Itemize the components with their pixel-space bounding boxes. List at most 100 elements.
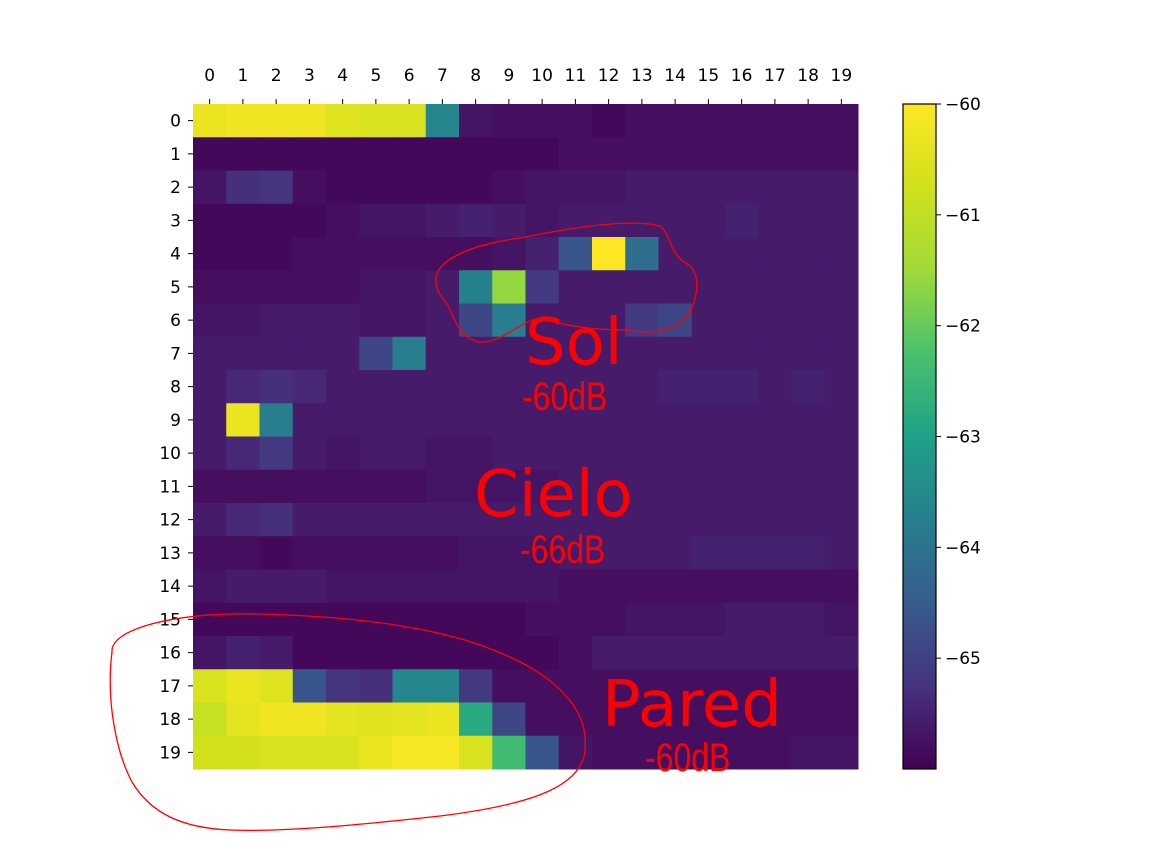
heatmap-cells (193, 104, 859, 770)
heatmap-cell (691, 702, 726, 737)
heatmap-cell (824, 702, 859, 737)
heatmap-cell (758, 104, 792, 138)
heatmap-cell (259, 503, 294, 537)
heatmap-cell (824, 203, 859, 238)
heatmap-cell (492, 170, 526, 205)
heatmap-cell (193, 170, 227, 205)
heatmap-cell (326, 170, 360, 205)
heatmap-cell (592, 669, 626, 703)
heatmap-cell (193, 536, 227, 570)
heatmap-cell (326, 735, 360, 770)
colorbar-gradient (902, 103, 937, 770)
heatmap-cell (492, 469, 526, 504)
heatmap-cell (459, 636, 493, 670)
heatmap-cell (226, 237, 260, 271)
colorbar-tick-label: −60 (945, 95, 981, 115)
heatmap-cell (525, 336, 560, 371)
heatmap-cell (492, 104, 526, 138)
heatmap-cell (725, 602, 759, 637)
heatmap-cell (525, 669, 560, 703)
heatmap-cell (791, 602, 826, 637)
heatmap-cell (425, 536, 460, 570)
y-tick-label: 8 (170, 378, 181, 398)
heatmap-cell (292, 170, 327, 205)
heatmap-cell (193, 702, 227, 737)
heatmap-cell (359, 303, 393, 338)
heatmap-cell (558, 303, 593, 338)
heatmap-cell (492, 270, 526, 304)
heatmap-cell (525, 203, 560, 238)
heatmap-cell (459, 237, 493, 271)
heatmap-cell (193, 669, 227, 703)
heatmap-cell (725, 569, 759, 604)
heatmap-cell (824, 303, 859, 338)
heatmap-cell (259, 536, 294, 570)
heatmap-cell (592, 170, 626, 205)
heatmap-cell (193, 403, 227, 437)
heatmap-cell (791, 569, 826, 604)
heatmap-cell (359, 602, 393, 637)
heatmap-cell (758, 303, 792, 338)
heatmap-cell (392, 137, 427, 171)
x-tick-label: 12 (598, 66, 620, 86)
annotation-cielo-label: Cielo (474, 458, 633, 532)
heatmap-cell (392, 270, 427, 304)
heatmap-cell (592, 702, 626, 737)
heatmap-cell (193, 104, 227, 138)
heatmap-cell (425, 436, 460, 471)
heatmap-cell (359, 203, 393, 238)
y-tick-label: 4 (170, 245, 181, 265)
heatmap-cell (725, 336, 759, 371)
heatmap-cell (425, 170, 460, 205)
heatmap-cell (791, 237, 826, 271)
heatmap-cell (326, 336, 360, 371)
heatmap-cell (791, 104, 826, 138)
heatmap-cell (459, 370, 493, 404)
x-tick-label: 6 (404, 66, 415, 86)
heatmap-cell (359, 469, 393, 504)
heatmap-cell (392, 370, 427, 404)
heatmap-cell (492, 602, 526, 637)
heatmap-cell (392, 237, 427, 271)
heatmap-cell (691, 436, 726, 471)
heatmap-cell (791, 137, 826, 171)
heatmap-cell (592, 370, 626, 404)
heatmap-cell (725, 170, 759, 205)
heatmap-cell (758, 569, 792, 604)
heatmap-cell (558, 336, 593, 371)
heatmap-cell (226, 370, 260, 404)
heatmap-cell (492, 536, 526, 570)
heatmap-cell (259, 303, 294, 338)
heatmap-cell (625, 170, 659, 205)
heatmap-cell (824, 270, 859, 304)
heatmap-cell (492, 636, 526, 670)
heatmap-cell (226, 270, 260, 304)
colorbar-tick-label: −64 (945, 538, 981, 558)
heatmap-cell (226, 735, 260, 770)
heatmap-cell (592, 569, 626, 604)
heatmap-cell (226, 503, 260, 537)
x-tick-label: 7 (437, 66, 448, 86)
heatmap-cell (459, 503, 493, 537)
heatmap-cell (292, 104, 327, 138)
heatmap-cell (592, 503, 626, 537)
heatmap-cell (824, 503, 859, 537)
heatmap-cell (625, 137, 659, 171)
heatmap-cell (259, 203, 294, 238)
y-tick-label: 11 (159, 477, 181, 497)
heatmap-cell (359, 370, 393, 404)
heatmap-cell (326, 203, 360, 238)
heatmap-cell (824, 403, 859, 437)
heatmap-cell (658, 270, 693, 304)
heatmap-cell (691, 137, 726, 171)
heatmap-cell (326, 569, 360, 604)
heatmap-cell (259, 270, 294, 304)
heatmap-cell (392, 702, 427, 737)
y-tick-label: 1 (170, 145, 181, 165)
heatmap-cell (658, 636, 693, 670)
heatmap-cell (592, 137, 626, 171)
heatmap-cell (259, 137, 294, 171)
heatmap-cell (425, 403, 460, 437)
heatmap-cell (625, 636, 659, 670)
heatmap-cell (425, 336, 460, 371)
